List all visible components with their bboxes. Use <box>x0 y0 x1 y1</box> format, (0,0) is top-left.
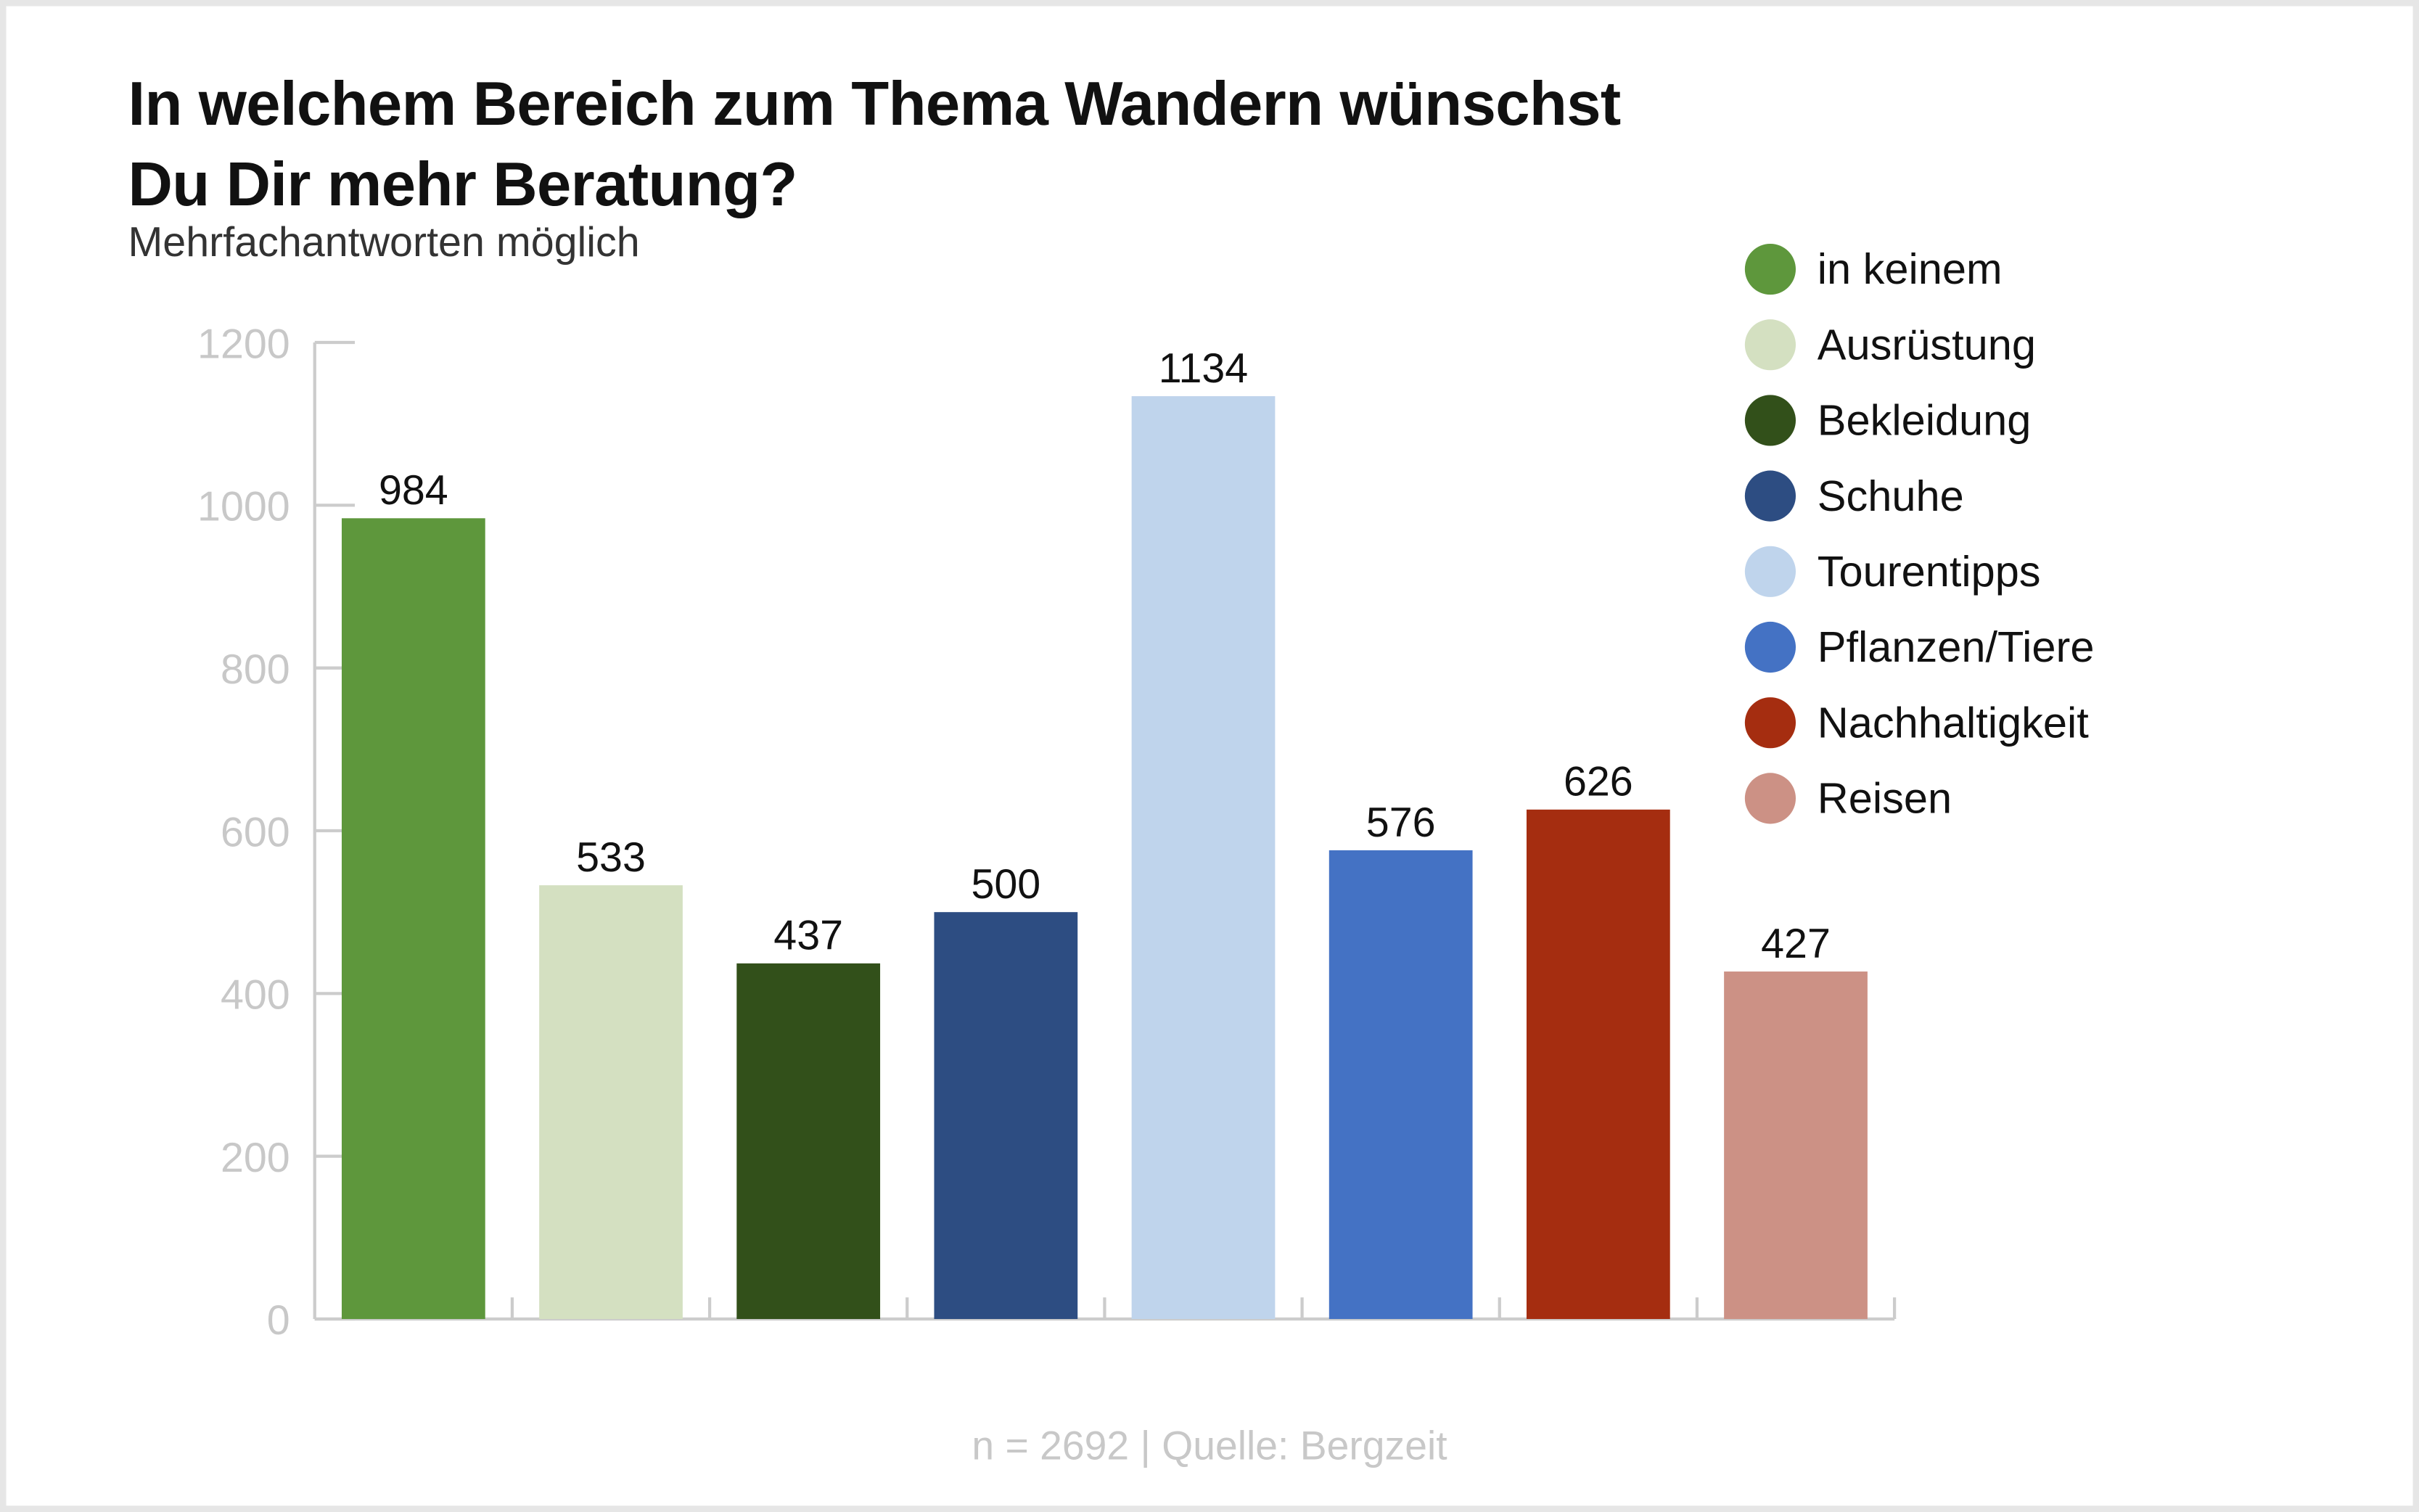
legend-item: Ausrüstung <box>1744 307 2095 382</box>
legend-item: Nachhaltigkeit <box>1744 685 2095 760</box>
legend-label: Ausrüstung <box>1817 320 2036 369</box>
bar-value-label: 500 <box>971 861 1040 908</box>
bar-tourentipps <box>1131 396 1276 1319</box>
bar-pflanzen-tiere <box>1328 850 1473 1319</box>
bar-value-label: 533 <box>576 834 646 881</box>
legend-swatch-icon <box>1744 319 1796 371</box>
legend-label: Tourentipps <box>1817 546 2041 595</box>
chart-frame: In welchem Bereich zum Thema Wandern wün… <box>6 6 2413 1506</box>
plot-area: 0 200 400 600 800 1000 1200 984 533 437 500 1134 576… <box>197 321 1897 1344</box>
legend-swatch-icon <box>1744 621 1796 673</box>
legend-item: Schuhe <box>1744 459 2095 534</box>
bar-value-label: 984 <box>379 467 448 514</box>
legend: in keinem Ausrüstung Bekleidung Schuhe Toure… <box>1744 231 2095 837</box>
y-tick-label: 400 <box>221 972 290 1019</box>
bar-bekleidung <box>736 963 881 1319</box>
legend-label: Pflanzen/Tiere <box>1817 622 2095 670</box>
chart-footer: n = 2692 | Quelle: Bergzeit <box>972 1422 1447 1469</box>
title-line-2: Du Dir mehr Beratung? <box>128 151 797 219</box>
legend-label: Reisen <box>1817 773 1952 822</box>
legend-swatch-icon <box>1744 773 1796 824</box>
bar-reisen <box>1724 971 1868 1319</box>
chart-subtitle: Mehrfachantworten möglich <box>128 218 640 266</box>
y-tick-label: 800 <box>221 646 290 693</box>
legend-item: in keinem <box>1744 231 2095 307</box>
legend-item: Pflanzen/Tiere <box>1744 609 2095 685</box>
legend-label: in keinem <box>1817 245 2003 292</box>
legend-swatch-icon <box>1744 697 1796 749</box>
legend-item: Reisen <box>1744 760 2095 836</box>
bar-schuhe <box>934 912 1078 1319</box>
legend-swatch-icon <box>1744 470 1796 522</box>
bar-value-label: 427 <box>1761 921 1831 967</box>
y-tick-label: 1000 <box>197 484 290 530</box>
y-tick-label: 1200 <box>197 321 290 367</box>
y-tick-label: 600 <box>221 809 290 855</box>
legend-swatch-icon <box>1744 395 1796 446</box>
legend-item: Bekleidung <box>1744 382 2095 458</box>
legend-swatch-icon <box>1744 243 1796 295</box>
bar-value-label: 576 <box>1366 800 1436 846</box>
bar-ausr-stung <box>539 885 683 1319</box>
legend-label: Schuhe <box>1817 471 1964 519</box>
bar-nachhaltigkeit <box>1526 809 1670 1319</box>
y-tick-label: 200 <box>221 1135 290 1181</box>
y-tick-label: 0 <box>267 1297 290 1344</box>
legend-item: Tourentipps <box>1744 534 2095 609</box>
legend-label: Bekleidung <box>1817 395 2032 444</box>
bar-value-label: 626 <box>1564 759 1633 805</box>
legend-label: Nachhaltigkeit <box>1817 698 2089 747</box>
legend-swatch-icon <box>1744 546 1796 597</box>
bar-in-keinem <box>341 518 485 1319</box>
bar-value-label: 437 <box>773 913 843 959</box>
bar-value-label: 1134 <box>1159 345 1248 392</box>
title-line-1: In welchem Bereich zum Thema Wandern wün… <box>128 70 1621 139</box>
chart-title: In welchem Bereich zum Thema Wandern wün… <box>128 65 1621 225</box>
